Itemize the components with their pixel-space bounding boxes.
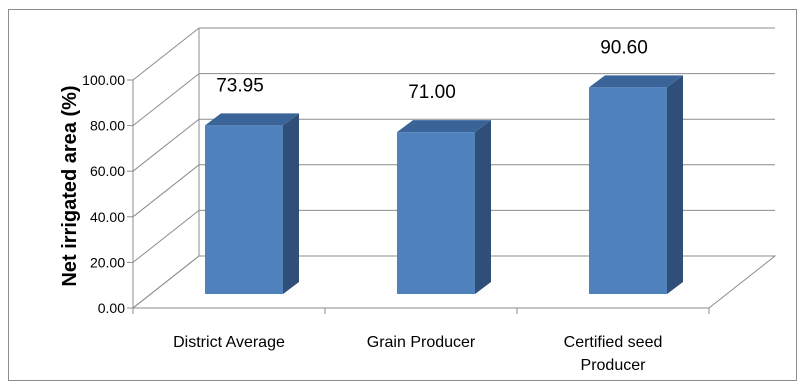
bar-side xyxy=(475,120,491,295)
y-tick-label: 0.00 xyxy=(98,300,125,316)
gridline-diagonal xyxy=(132,27,200,81)
data-label: 73.95 xyxy=(216,75,264,96)
x-category-label: Grain Producer xyxy=(367,334,476,351)
bar xyxy=(589,87,667,294)
bar xyxy=(205,125,283,294)
y-axis-title: Net irrigated area (%) xyxy=(59,85,81,286)
bar-top xyxy=(205,113,299,126)
bar xyxy=(397,132,475,294)
bar-top xyxy=(397,120,491,133)
gridline-diagonal xyxy=(132,118,200,172)
y-tick-label: 80.00 xyxy=(90,118,125,134)
x-category-label: Certified seed Producer xyxy=(564,334,663,374)
y-tick-label: 20.00 xyxy=(90,254,125,270)
gridline-diagonal xyxy=(132,73,200,126)
bar-side xyxy=(283,113,299,294)
y-tick-label: 100.00 xyxy=(82,72,125,88)
gridline-diagonal xyxy=(132,164,200,218)
bar-top xyxy=(589,75,683,88)
x-category-label: District Average xyxy=(173,334,285,351)
y-tick-label: 40.00 xyxy=(90,209,125,225)
data-label: 71.00 xyxy=(408,82,456,103)
bar-side xyxy=(667,75,683,294)
data-label: 90.60 xyxy=(600,37,648,58)
gridline-diagonal xyxy=(132,210,200,263)
y-tick-label: 60.00 xyxy=(90,163,125,179)
